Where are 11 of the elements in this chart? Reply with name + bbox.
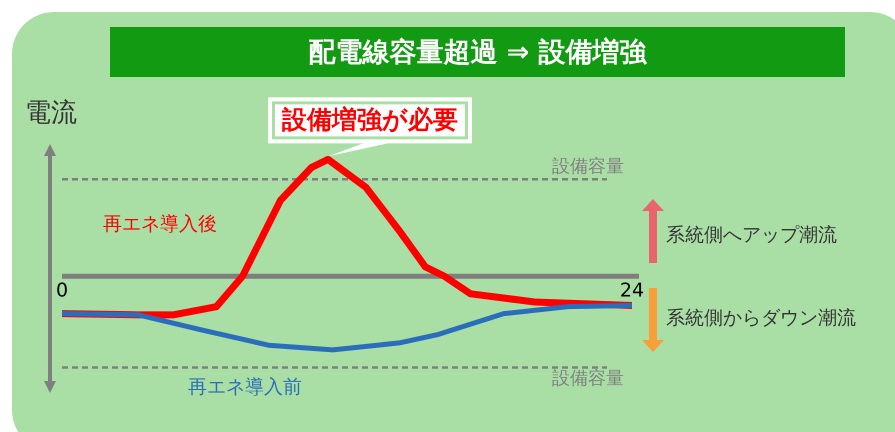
text: 系統側へアップ潮流: [666, 223, 837, 248]
x-tick-label: 24: [620, 280, 644, 302]
x-tick-label: 0: [56, 280, 68, 302]
ref-line-label: 設備容量: [552, 368, 624, 390]
chart-title: 配電線容量超過 ⇒ 設備増強: [110, 27, 845, 77]
text: 再エネ導入後: [103, 212, 217, 235]
y-axis-title: 電流: [25, 98, 77, 128]
ref-line-label: 設備容量: [552, 156, 624, 177]
series-label: 再エネ導入前: [188, 376, 302, 398]
text: 系統側からダウン潮流: [666, 306, 856, 331]
annotation: 設備増強が必要: [281, 104, 458, 134]
